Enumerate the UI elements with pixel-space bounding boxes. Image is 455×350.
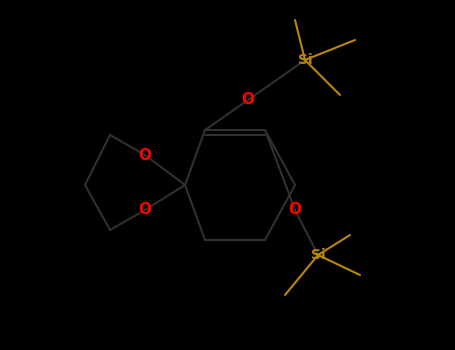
Text: O: O bbox=[138, 147, 152, 162]
Text: O: O bbox=[288, 203, 302, 217]
Text: O: O bbox=[242, 92, 254, 107]
Text: Si: Si bbox=[298, 53, 312, 67]
Text: O: O bbox=[138, 203, 152, 217]
Text: Si: Si bbox=[311, 248, 325, 262]
